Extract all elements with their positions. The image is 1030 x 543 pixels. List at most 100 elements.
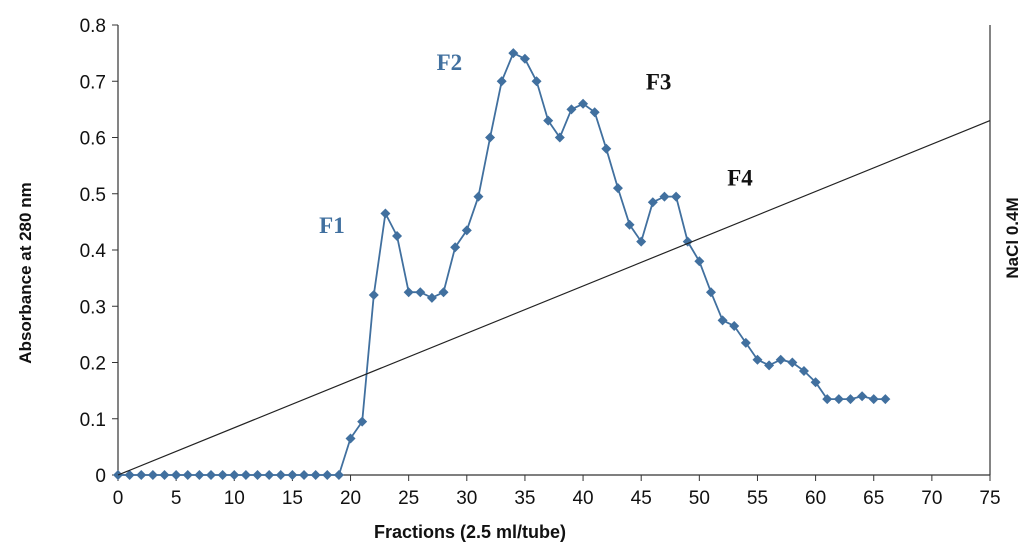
fraction-label-f1: F1 <box>319 213 345 238</box>
x-tick-label: 30 <box>456 488 477 509</box>
data-point <box>705 287 716 298</box>
y-axis-title: Absorbance at 280 nm <box>16 182 35 363</box>
data-point <box>136 470 147 480</box>
data-point <box>612 183 623 194</box>
data-point <box>345 433 356 444</box>
x-tick-label: 0 <box>113 488 124 509</box>
data-point <box>252 470 263 480</box>
series <box>113 48 991 480</box>
data-point <box>833 394 844 405</box>
data-point <box>322 470 333 480</box>
data-point <box>392 230 403 241</box>
y-tick-label: 0.5 <box>80 185 106 206</box>
data-point <box>868 394 879 405</box>
data-point <box>531 76 542 87</box>
absorbance-line <box>118 51 886 476</box>
data-point <box>159 470 170 480</box>
y-tick-label: 0.1 <box>80 410 106 431</box>
x-tick-label: 15 <box>282 488 303 509</box>
data-point <box>717 315 728 326</box>
data-point <box>438 287 449 298</box>
x-tick-label: 5 <box>171 488 182 509</box>
x-tick-label: 45 <box>631 488 652 509</box>
data-point <box>659 191 670 202</box>
secondary-y-axis-title: NaCl 0.4M <box>1003 197 1022 278</box>
data-point <box>287 470 298 480</box>
data-point <box>124 470 135 480</box>
data-point <box>519 53 530 64</box>
data-point <box>787 357 798 368</box>
data-point <box>647 197 658 208</box>
y-tick-label: 0.7 <box>80 72 106 93</box>
data-point <box>589 107 600 118</box>
data-point <box>775 354 786 365</box>
data-point <box>485 132 496 143</box>
data-point <box>275 470 286 480</box>
data-point <box>496 76 507 87</box>
data-point <box>798 365 809 376</box>
y-tick-label: 0.3 <box>80 297 106 318</box>
data-point <box>764 360 775 371</box>
data-point <box>857 391 868 402</box>
x-tick-label: 50 <box>689 488 710 509</box>
tick-labels: 0 0.1 0.2 0.3 0.4 0.5 0.6 0.7 0.8 0 5 10 15 20 25 30 35 4… <box>80 16 1001 509</box>
data-point <box>240 470 251 480</box>
data-point <box>380 208 391 219</box>
y-tick-label: 0 <box>95 466 106 487</box>
data-point <box>822 394 833 405</box>
data-point <box>194 470 205 480</box>
data-point <box>147 470 158 480</box>
x-tick-label: 25 <box>398 488 419 509</box>
nacl-gradient-line <box>117 120 991 476</box>
data-point <box>752 354 763 365</box>
x-tick-label: 40 <box>572 488 593 509</box>
data-point <box>299 470 310 480</box>
data-point <box>508 48 519 59</box>
data-point <box>566 104 577 115</box>
data-point <box>403 287 414 298</box>
data-point <box>450 242 461 253</box>
y-tick-label: 0.8 <box>80 16 106 37</box>
data-point <box>461 225 472 236</box>
x-tick-label: 55 <box>747 488 768 509</box>
x-tick-label: 65 <box>863 488 884 509</box>
data-point <box>229 470 240 480</box>
fraction-label-f2: F2 <box>437 50 463 75</box>
data-point <box>845 394 856 405</box>
data-point <box>810 377 821 388</box>
data-point <box>729 320 740 331</box>
annotations: F1 F2 F3 F4 <box>319 50 753 238</box>
x-tick-label: 70 <box>921 488 942 509</box>
data-point <box>740 337 751 348</box>
data-point <box>368 290 379 300</box>
data-point <box>880 394 891 405</box>
x-tick-label: 35 <box>514 488 535 509</box>
data-point <box>217 470 228 480</box>
x-tick-label: 60 <box>805 488 826 509</box>
data-point <box>601 143 612 154</box>
fraction-label-f4: F4 <box>727 165 753 190</box>
fraction-label-f3: F3 <box>646 70 672 95</box>
data-point <box>554 132 565 143</box>
data-point <box>182 470 193 480</box>
data-point <box>543 115 554 126</box>
data-point <box>415 287 426 298</box>
x-tick-label: 20 <box>340 488 361 509</box>
axes <box>112 24 991 481</box>
data-point <box>636 236 647 247</box>
y-tick-label: 0.6 <box>80 129 106 150</box>
data-point <box>473 191 484 202</box>
data-point <box>206 470 217 480</box>
data-point <box>310 470 321 480</box>
x-tick-label: 75 <box>979 488 1000 509</box>
data-point <box>671 191 682 202</box>
data-point <box>578 98 589 109</box>
y-tick-label: 0.4 <box>80 241 107 262</box>
data-point <box>171 470 182 480</box>
data-point <box>357 416 368 427</box>
data-point <box>624 219 635 230</box>
data-point <box>264 470 275 480</box>
x-tick-label: 10 <box>224 488 245 509</box>
data-point <box>426 292 437 303</box>
